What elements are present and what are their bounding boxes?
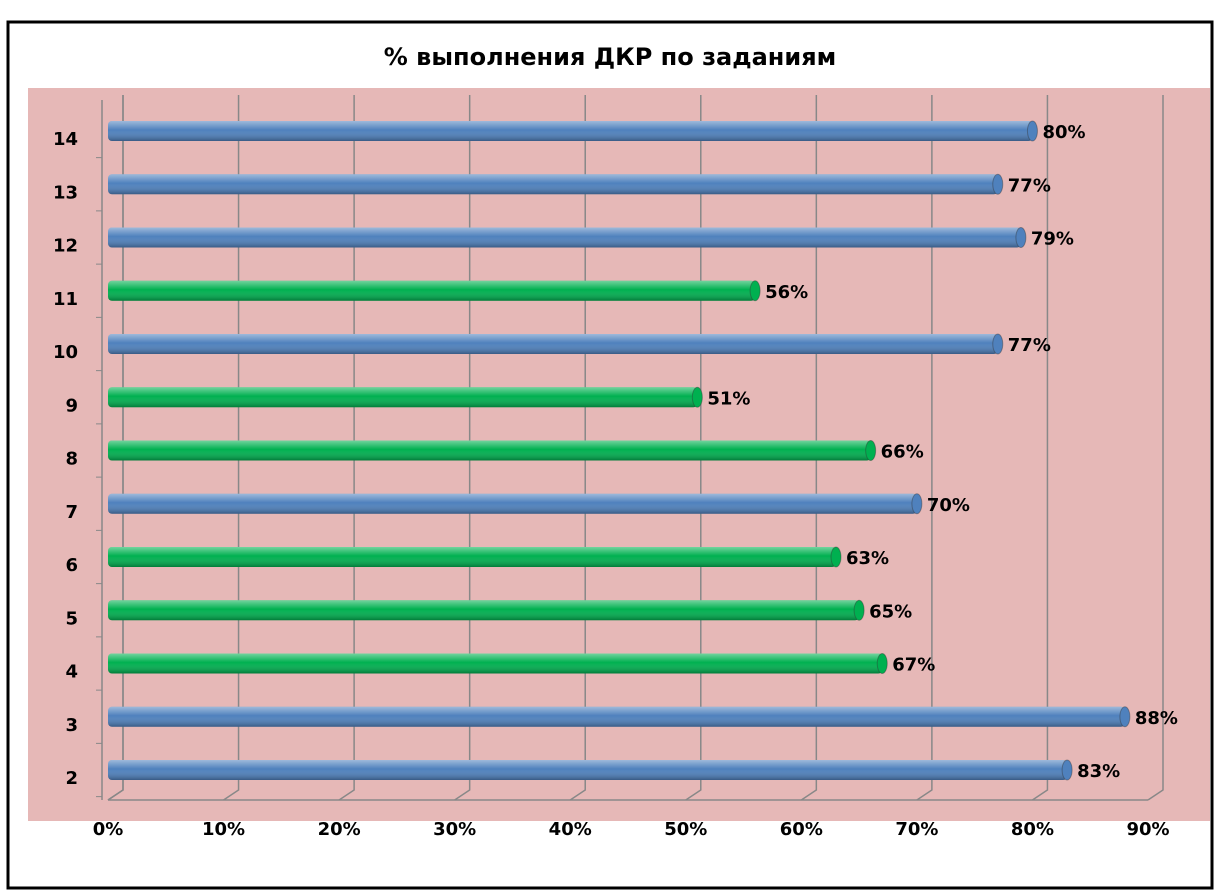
y-tick-label: 3 [65, 715, 78, 736]
x-tick-label: 30% [433, 819, 476, 840]
value-label: 67% [892, 655, 935, 676]
y-tick-label: 13 [53, 182, 78, 203]
bar-cap [1119, 706, 1131, 728]
grid-line [454, 95, 471, 801]
bar-shine [108, 334, 998, 354]
bar [108, 386, 703, 408]
grid-line [223, 95, 240, 801]
bar-cap [749, 280, 761, 302]
y-tick-label: 2 [65, 768, 78, 789]
bar-shine [108, 387, 698, 408]
grid-line [569, 95, 586, 801]
bar-shine [108, 653, 883, 674]
x-tick-label: 20% [318, 819, 361, 840]
bar [108, 173, 1004, 195]
x-tick-label: 50% [664, 819, 707, 840]
x-tick-label: 40% [549, 819, 592, 840]
x-tick-label: 60% [780, 819, 823, 840]
grid-line [685, 95, 702, 801]
bar [108, 546, 842, 568]
bar-shine [108, 280, 756, 301]
value-label: 79% [1031, 229, 1074, 250]
x-tick-label: 90% [1126, 819, 1169, 840]
bar-cap [992, 333, 1004, 355]
bar-cap [691, 386, 703, 408]
bar-cap [1026, 120, 1038, 142]
bar-cap [992, 173, 1004, 195]
bar-shine [108, 227, 1021, 248]
bar [108, 493, 923, 515]
grid-line [800, 95, 818, 801]
y-tick-label: 11 [53, 289, 78, 310]
grid-line [1032, 95, 1049, 801]
bar-cap [1015, 227, 1027, 248]
y-tick-label: 8 [65, 449, 78, 470]
grid-line [916, 95, 933, 801]
y-tick-label: 14 [53, 129, 78, 150]
bar-shine [108, 706, 1125, 727]
y-tick-label: 7 [65, 502, 78, 523]
bar [108, 120, 1038, 142]
y-tick-label: 9 [65, 395, 78, 416]
bar [108, 440, 877, 461]
value-label: 83% [1077, 761, 1120, 782]
value-label: 88% [1135, 708, 1178, 729]
bar-cap [876, 653, 888, 674]
bar-cap [1061, 759, 1073, 781]
value-label: 63% [846, 548, 889, 569]
bar [108, 227, 1027, 248]
value-label: 65% [869, 601, 912, 622]
x-tick-label: 70% [895, 819, 938, 840]
y-tick-label: 12 [53, 236, 78, 257]
bar [108, 653, 888, 674]
bar-shine [108, 440, 871, 461]
bar-shine [108, 121, 1033, 141]
bar [108, 333, 1004, 355]
bar-cap [911, 493, 923, 515]
bar [108, 599, 865, 621]
bar-shine [108, 600, 860, 621]
value-label: 51% [707, 388, 750, 409]
bar-cap [865, 440, 877, 461]
bar [108, 759, 1073, 781]
bar-cap [830, 546, 842, 568]
y-tick-label: 5 [65, 608, 78, 629]
x-tick-label: 10% [202, 819, 245, 840]
y-tick-label: 4 [65, 662, 78, 683]
y-tick-label: 10 [53, 342, 78, 363]
bar-shine [108, 547, 836, 567]
y-tick-label: 6 [65, 555, 78, 576]
x-tick-label: 80% [1011, 819, 1054, 840]
value-label: 70% [927, 495, 970, 516]
chart-title: % выполнения ДКР по заданиям [384, 43, 836, 71]
bar-shine [108, 760, 1068, 780]
grid-line [338, 95, 355, 801]
grid-line [1147, 95, 1164, 801]
value-label: 56% [765, 282, 808, 303]
value-label: 77% [1008, 175, 1051, 196]
bar-shine [108, 493, 917, 514]
value-label: 77% [1008, 335, 1051, 356]
bar [108, 706, 1131, 728]
grid-line [107, 95, 124, 801]
value-label: 80% [1042, 122, 1085, 143]
bar-shine [108, 174, 998, 195]
value-label: 66% [881, 442, 924, 463]
bar-cap [853, 599, 865, 621]
bar [108, 280, 761, 302]
x-tick-label: 0% [93, 819, 124, 840]
